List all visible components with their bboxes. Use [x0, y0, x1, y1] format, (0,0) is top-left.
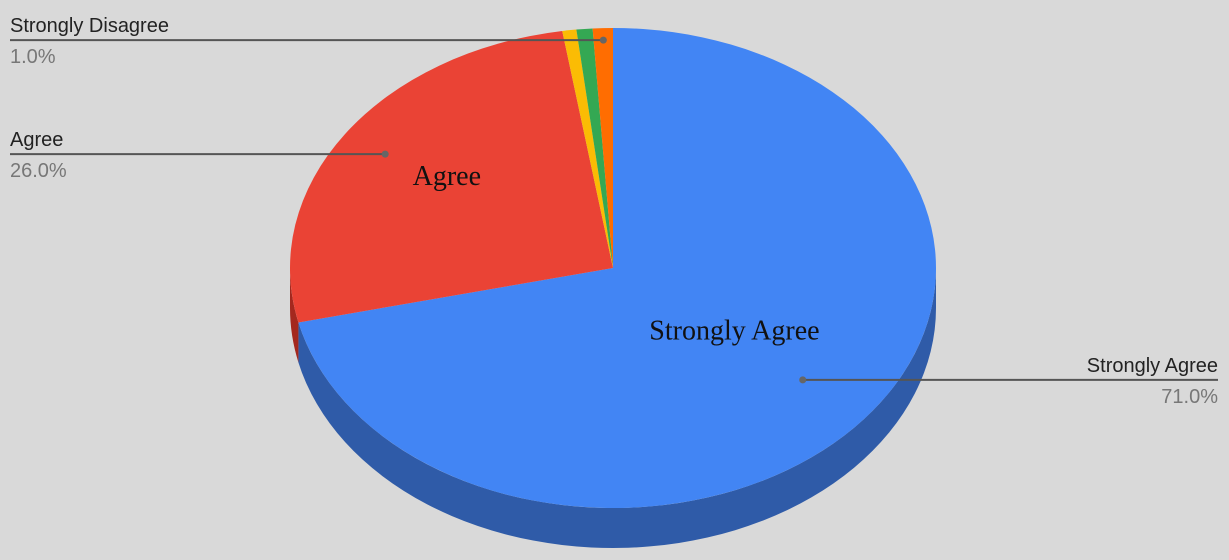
pie-inside-labels: Strongly Agree Agree [413, 161, 820, 347]
callout-dot-agree [381, 150, 389, 158]
callout-percent-agree: 26.0% [10, 160, 67, 182]
pie-slice-unlabeled-2 [562, 29, 613, 268]
callout-strongly-disagree: Strongly Disagree 1.0% [10, 15, 607, 68]
pie-slice-strongly-disagree [592, 28, 613, 268]
callout-label-strongly-agree: Strongly Agree [1087, 355, 1218, 377]
pie-top-layer [290, 28, 937, 508]
callout-label-agree: Agree [10, 129, 63, 151]
callout-strongly-agree: Strongly Agree 71.0% [799, 355, 1218, 408]
callout-percent-strongly-agree: 71.0% [1161, 386, 1218, 408]
callout-percent-strongly-disagree: 1.0% [10, 46, 56, 68]
pie-slice-strongly-agree [298, 28, 937, 508]
inside-label-agree: Agree [413, 161, 481, 192]
inside-label-strongly-agree: Strongly Agree [649, 316, 819, 347]
callout-dot-strongly-disagree [599, 36, 607, 44]
pie-slice-side-0 [298, 268, 937, 548]
pie-slice-side-1 [290, 268, 299, 363]
callout-label-strongly-disagree: Strongly Disagree [10, 15, 169, 37]
callout-dot-strongly-agree [799, 376, 807, 384]
pie-callouts: Strongly Agree 71.0% Agree 26.0% Strongly Di… [10, 15, 1218, 408]
pie-slice-unlabeled-3 [576, 28, 613, 268]
pie-slice-agree [290, 30, 613, 323]
pie-side-layer [290, 268, 937, 548]
callout-agree: Agree 26.0% [10, 129, 389, 182]
